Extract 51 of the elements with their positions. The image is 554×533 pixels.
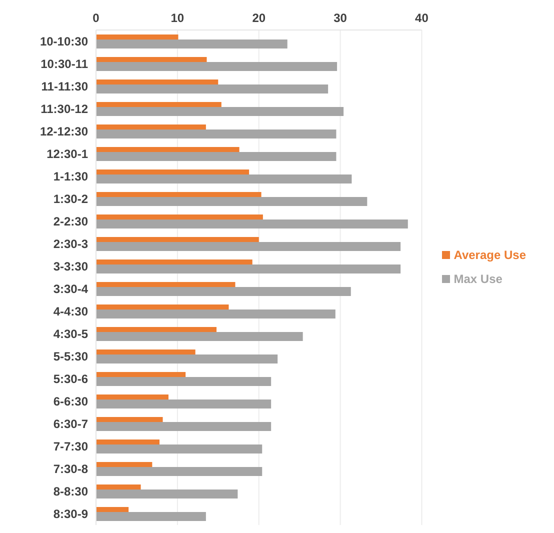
bar: [96, 377, 272, 386]
x-tick-label: 40: [415, 11, 429, 25]
y-tick-label: 7:30-8: [53, 462, 88, 476]
y-tick-label: 5:30-6: [53, 372, 88, 386]
bar: [96, 422, 272, 431]
bar: [96, 84, 328, 94]
bar: [96, 62, 338, 71]
y-tick-label: 2:30-3: [53, 237, 88, 252]
y-tick-label: 2-2:30: [53, 214, 88, 229]
bar: [96, 467, 262, 476]
bar: [96, 130, 336, 138]
y-tick-label: 1-1:30: [53, 170, 88, 184]
y-tick-label: 6:30-7: [53, 417, 88, 432]
y-tick-label: 12:30-1: [46, 147, 88, 162]
x-tick-label: 30: [334, 11, 348, 25]
y-tick-label: 3:30-4: [53, 282, 88, 296]
y-tick-label: 11-11:30: [41, 80, 88, 94]
bar: [96, 174, 352, 184]
y-tick-label: 8-8:30: [53, 484, 88, 499]
bar: [96, 400, 272, 408]
x-tick-label: 10: [170, 11, 184, 25]
bar: [96, 40, 288, 48]
bar: [96, 242, 401, 251]
x-tick-label: 0: [92, 11, 100, 25]
x-tick-label: 20: [252, 11, 266, 25]
y-tick-label: 4-4:30: [53, 304, 88, 319]
y-tick-label: 10:30-11: [40, 57, 88, 72]
legend-label: Max Use: [454, 272, 502, 286]
bar: [96, 152, 336, 161]
bar: [96, 310, 336, 318]
y-tick-label: 6-6:30: [53, 394, 88, 409]
y-tick-label: 7-7:30: [53, 440, 88, 454]
bar: [96, 220, 408, 228]
legend-label: Average Use: [454, 248, 526, 262]
y-tick-label: 4:30-5: [53, 327, 88, 342]
bar: [96, 444, 262, 454]
y-tick-label: 11:30-12: [40, 102, 88, 116]
bar: [96, 197, 368, 206]
y-tick-label: 3-3:30: [53, 260, 88, 274]
bar: [96, 490, 238, 498]
y-tick-label: 12-12:30: [40, 124, 88, 139]
y-tick-label: 10-10:30: [40, 34, 88, 49]
bar: [96, 512, 206, 521]
y-tick-label: 1:30-2: [53, 192, 88, 206]
y-tick-label: 5-5:30: [53, 350, 88, 364]
bar: [96, 354, 278, 364]
bar: [96, 107, 344, 116]
y-tick-label: 8:30-9: [53, 507, 88, 522]
bar: [96, 332, 303, 341]
bar: [96, 287, 351, 296]
bar: [96, 264, 401, 274]
